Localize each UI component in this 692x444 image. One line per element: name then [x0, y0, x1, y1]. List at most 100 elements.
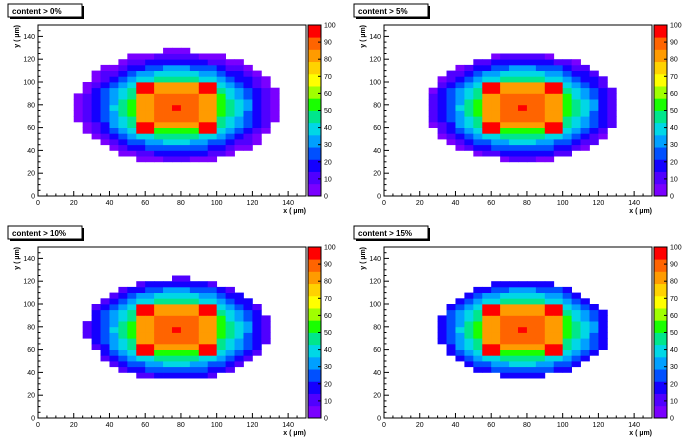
- heatmap-cell: [544, 281, 555, 288]
- heatmap-cell: [464, 315, 474, 322]
- heatmap-cell: [428, 87, 438, 94]
- heatmap-cell: [234, 355, 244, 362]
- heatmap-cell: [455, 127, 465, 134]
- heatmap-cell: [180, 338, 191, 345]
- heatmap-cell: [154, 326, 164, 333]
- chart-title-shadow: [10, 17, 84, 19]
- heatmap-cell: [225, 133, 235, 140]
- heatmap-cell: [473, 286, 483, 293]
- heatmap-cell: [154, 321, 164, 328]
- heatmap-cell: [163, 150, 173, 157]
- heatmap-cell: [598, 133, 608, 140]
- color-scale-segment: [654, 283, 667, 297]
- heatmap-cell: [580, 349, 590, 356]
- heatmap-cell: [243, 144, 253, 151]
- heatmap-cell: [535, 366, 546, 373]
- heatmap-cell: [500, 93, 510, 100]
- heatmap-cell: [518, 332, 528, 339]
- heatmap-cell: [553, 332, 564, 339]
- heatmap-cell: [252, 321, 262, 328]
- heatmap-cell: [136, 349, 146, 356]
- heatmap-cell: [109, 116, 119, 123]
- heatmap-cell: [216, 87, 226, 94]
- heatmap-cell: [518, 366, 528, 373]
- heatmap-cell: [526, 326, 537, 333]
- heatmap-cell: [518, 150, 528, 157]
- heatmap-cell: [491, 355, 501, 362]
- color-scale-segment: [308, 271, 321, 285]
- heatmap-cell: [136, 99, 146, 106]
- heatmap-cell: [562, 121, 572, 128]
- heatmap-cell: [172, 298, 182, 305]
- heatmap-cell: [464, 133, 474, 140]
- heatmap-cell: [172, 110, 182, 117]
- heatmap-cell: [136, 309, 146, 316]
- heatmap-cell: [455, 309, 465, 316]
- y-tick-label: 40: [373, 370, 381, 377]
- heatmap-cell: [73, 116, 84, 123]
- heatmap-cell: [91, 99, 101, 106]
- heatmap-cell: [234, 82, 244, 89]
- heatmap-cell: [500, 286, 510, 293]
- heatmap-cell: [154, 156, 164, 163]
- heatmap-cell: [234, 59, 244, 66]
- heatmap-cell: [207, 53, 218, 60]
- heatmap-cell: [73, 104, 84, 111]
- heatmap-cell: [571, 332, 581, 339]
- heatmap-cell: [482, 144, 492, 151]
- heatmap-cell: [118, 366, 128, 373]
- heatmap-cell: [580, 139, 590, 146]
- heatmap-cell: [535, 110, 546, 117]
- heatmap-cell: [589, 139, 599, 146]
- heatmap-cell: [544, 286, 555, 293]
- heatmap-cell: [198, 139, 209, 146]
- heatmap-cell: [428, 110, 438, 117]
- heatmap-cell: [172, 87, 182, 94]
- heatmap-cell: [234, 133, 244, 140]
- heatmap-cell: [180, 99, 191, 106]
- heatmap-cell: [189, 144, 200, 151]
- heatmap-cell: [518, 326, 528, 333]
- heatmap-cell: [198, 59, 209, 66]
- heatmap-cell: [482, 315, 492, 322]
- heatmap-cell: [473, 99, 483, 106]
- heatmap-cell: [207, 366, 218, 373]
- heatmap-cell: [509, 338, 519, 345]
- heatmap-cell: [198, 110, 209, 117]
- heatmap-cell: [455, 338, 465, 345]
- heatmap-cell: [207, 321, 218, 328]
- heatmap-cell: [607, 99, 617, 106]
- heatmap-cell: [518, 286, 528, 293]
- heatmap-cell: [544, 332, 555, 339]
- color-scale-segment: [654, 159, 667, 172]
- y-tick-label: 0: [377, 416, 381, 423]
- heatmap-cell: [473, 82, 483, 89]
- heatmap-cell: [216, 133, 226, 140]
- heatmap-cell: [544, 338, 555, 345]
- heatmap-cell: [136, 139, 146, 146]
- heatmap-cell: [180, 53, 191, 60]
- heatmap-cell: [500, 82, 510, 89]
- heatmap-cell: [580, 321, 590, 328]
- heatmap-cell: [180, 93, 191, 100]
- heatmap-cell: [207, 70, 218, 77]
- heatmap-cell: [252, 139, 262, 146]
- heatmap-cell: [607, 116, 617, 123]
- heatmap-cell: [172, 292, 182, 299]
- y-axis-label: y ( µm): [360, 247, 367, 270]
- x-tick-label: 120: [593, 200, 605, 207]
- heatmap-cell: [198, 332, 209, 339]
- heatmap-cell: [154, 93, 164, 100]
- heatmap-cell: [163, 281, 173, 288]
- heatmap-cell: [571, 82, 581, 89]
- heatmap-cell: [172, 304, 182, 311]
- heatmap-cell: [535, 286, 546, 293]
- heatmap-cell: [553, 104, 564, 111]
- heatmap-cell: [189, 121, 200, 128]
- heatmap-cell: [526, 99, 537, 106]
- heatmap-cell: [491, 53, 501, 60]
- heatmap-cell: [553, 144, 564, 151]
- color-scale-label: 60: [670, 313, 678, 320]
- heatmap-cell: [437, 121, 447, 128]
- heatmap-cell: [216, 53, 226, 60]
